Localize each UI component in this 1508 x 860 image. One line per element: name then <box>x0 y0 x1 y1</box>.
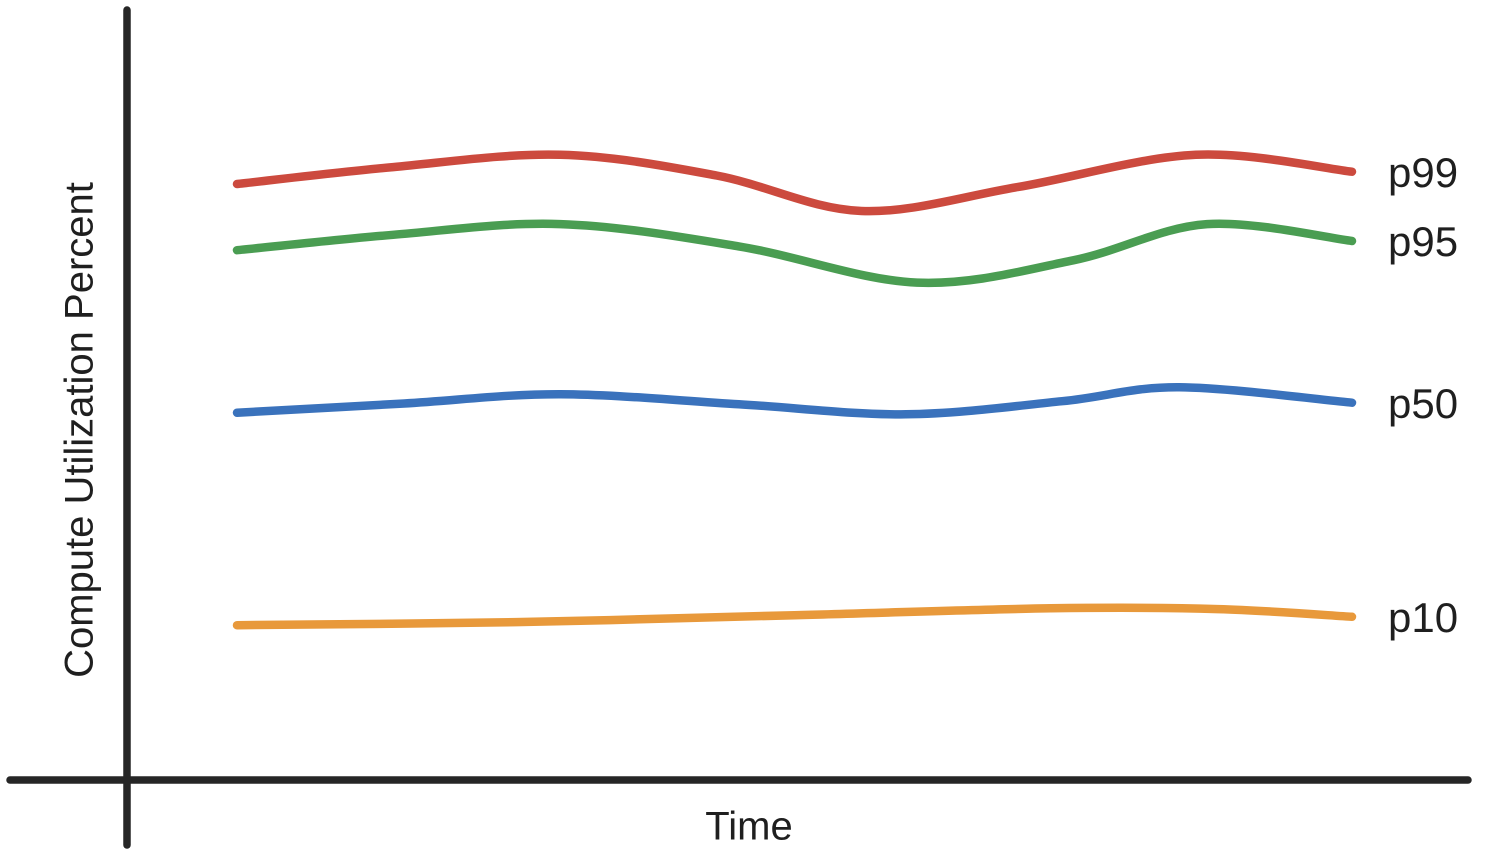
series-line-p95 <box>232 219 1357 288</box>
y-axis-title: Compute Utilization Percent <box>57 182 102 678</box>
series-label-p95: p95 <box>1388 218 1458 265</box>
series-line-p10 <box>232 603 1357 630</box>
series-label-p99: p99 <box>1388 149 1458 196</box>
series-line-p50 <box>232 383 1357 419</box>
x-axis-title: Time <box>705 804 793 849</box>
series-line-p99 <box>232 150 1357 216</box>
series-label-p50: p50 <box>1388 380 1458 427</box>
series-label-p10: p10 <box>1388 594 1458 641</box>
